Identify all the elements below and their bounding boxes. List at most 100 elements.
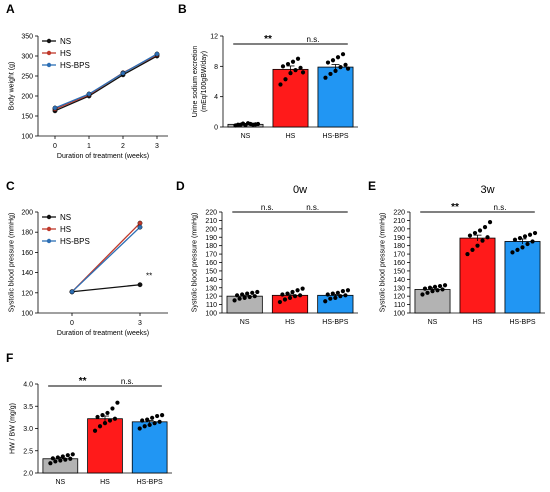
legend-marker — [46, 50, 52, 56]
x-category-label: HS — [473, 319, 483, 326]
data-point — [283, 77, 288, 82]
y-tick-label: 180 — [393, 243, 405, 250]
panel-letter-f: F — [6, 351, 13, 365]
data-point — [345, 66, 351, 71]
y-tick-label: 120 — [393, 294, 405, 301]
data-point — [152, 421, 157, 426]
y-tick-label: 2.0 — [23, 471, 33, 478]
data-point — [237, 296, 242, 301]
x-category-label: HS-BPS — [322, 319, 348, 326]
y-tick-label: 100 — [205, 311, 217, 318]
data-point — [137, 220, 143, 226]
y-axis-title-line-1: (mEq/100gBW/day) — [201, 51, 208, 112]
panel-letter-c: C — [6, 179, 15, 193]
data-point — [285, 61, 291, 67]
data-point — [290, 59, 296, 64]
panel-letter-d: D — [176, 179, 185, 193]
data-point — [470, 247, 475, 252]
data-point — [430, 289, 435, 294]
x-axis-title: Duration of treatment (weeks) — [57, 153, 149, 160]
data-point — [137, 282, 143, 288]
data-point — [338, 64, 343, 70]
data-point — [55, 455, 60, 460]
data-point — [442, 283, 448, 288]
legend-label: HS — [60, 49, 71, 58]
data-point — [338, 294, 343, 299]
legend-marker — [46, 226, 52, 232]
data-point — [425, 290, 430, 295]
data-point — [435, 288, 440, 293]
data-point — [137, 224, 143, 230]
data-point — [48, 461, 53, 466]
data-point — [65, 453, 70, 458]
legend-label: HS-BPS — [60, 61, 90, 70]
data-point — [330, 58, 336, 63]
data-point — [323, 75, 328, 80]
data-point — [232, 298, 237, 303]
y-tick-label: 100 — [393, 311, 405, 318]
data-point — [287, 295, 293, 300]
data-point — [465, 251, 470, 257]
data-point — [532, 230, 538, 236]
y-axis-title-group: Urine sodium excretion (mEq/100gBW/day) — [192, 46, 208, 118]
series-line-hs-bps — [54, 53, 158, 109]
data-point — [240, 121, 246, 126]
y-tick-label: 120 — [205, 294, 217, 301]
x-tick-label: 0 — [70, 320, 74, 327]
data-point — [300, 70, 306, 75]
y-tick-label: 110 — [394, 302, 405, 309]
data-point — [147, 422, 152, 428]
panel-letter-a: A — [6, 2, 15, 16]
y-tick-label: 210 — [393, 218, 405, 225]
data-point — [288, 71, 293, 76]
significance-label: n.s. — [307, 35, 320, 44]
y-axis-title: Body weight (g) — [9, 62, 16, 111]
data-point — [278, 82, 283, 87]
y-tick-label: 200 — [21, 210, 33, 217]
y-tick-label: 140 — [21, 270, 33, 277]
data-point — [343, 293, 348, 298]
data-point — [517, 235, 523, 241]
x-category-label: NS — [55, 479, 65, 486]
data-point — [298, 293, 303, 298]
data-point — [300, 286, 305, 291]
data-point — [68, 456, 73, 461]
data-point — [520, 245, 525, 250]
data-point — [107, 418, 113, 423]
x-category-label: HS — [286, 133, 296, 140]
data-point — [52, 105, 58, 111]
data-point — [328, 71, 333, 77]
data-point — [472, 230, 478, 236]
data-point — [245, 121, 251, 126]
y-tick-label: 170 — [393, 252, 405, 259]
significance-annotation: ** — [146, 272, 152, 281]
y-tick-label: 160 — [21, 250, 33, 257]
data-point — [345, 288, 351, 293]
data-point — [420, 292, 425, 297]
data-point — [100, 413, 105, 418]
x-category-label: NS — [428, 319, 438, 326]
data-point — [482, 225, 488, 230]
data-point — [142, 424, 147, 429]
panel-letter-e: E — [368, 179, 376, 193]
x-category-label: HS — [100, 479, 110, 486]
data-point — [255, 289, 260, 295]
x-category-label: NS — [241, 133, 251, 140]
data-point — [63, 457, 68, 462]
data-point — [86, 91, 92, 97]
x-tick-label: 3 — [138, 320, 142, 327]
data-point — [112, 416, 118, 421]
data-point — [95, 414, 100, 420]
y-tick-label: 0 — [214, 125, 218, 132]
y-tick-label: 300 — [21, 54, 33, 61]
data-point — [60, 454, 65, 459]
data-point — [110, 406, 115, 411]
data-point — [102, 421, 108, 426]
data-point — [255, 121, 261, 127]
y-tick-label: 190 — [205, 235, 217, 242]
legend-label: HS-BPS — [60, 237, 90, 246]
data-point — [340, 289, 346, 294]
data-point — [145, 417, 150, 422]
data-point — [280, 292, 285, 297]
data-point — [53, 459, 58, 464]
